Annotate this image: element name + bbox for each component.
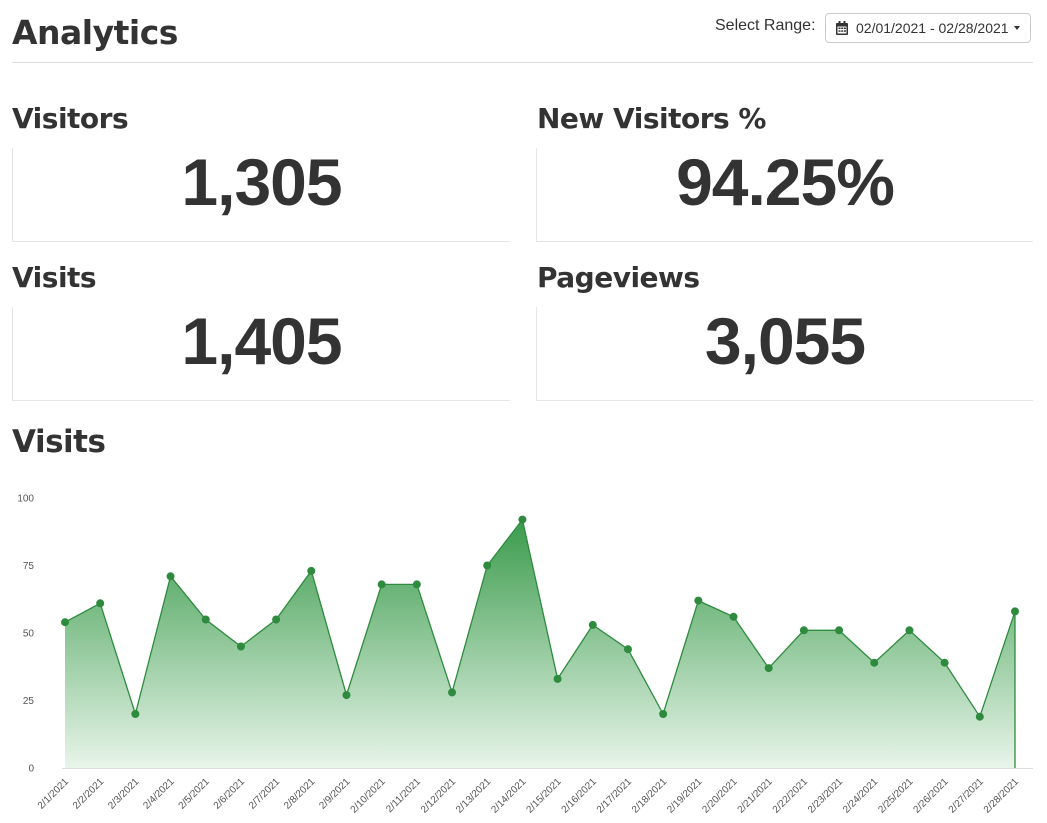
x-tick-label: 2/19/2021 (665, 776, 705, 816)
date-range-picker-button[interactable]: 02/01/2021 - 02/28/2021 (825, 13, 1031, 43)
data-point[interactable] (975, 712, 984, 721)
data-point[interactable] (61, 618, 69, 627)
x-tick-label: 2/15/2021 (524, 776, 564, 816)
plot-area (61, 515, 1033, 769)
x-tick-label: 2/16/2021 (560, 776, 600, 816)
data-point[interactable] (342, 691, 351, 700)
data-point[interactable] (870, 658, 879, 667)
x-tick-label: 2/20/2021 (700, 776, 740, 816)
x-tick-label: 2/1/2021 (36, 776, 72, 812)
pageviews-value: 3,055 (704, 304, 866, 378)
data-point[interactable] (659, 710, 668, 718)
select-range-label: Select Range: (715, 17, 816, 34)
x-tick-label: 2/10/2021 (349, 776, 389, 816)
x-tick-label: 2/8/2021 (282, 776, 318, 812)
new-visitors-card: 94.25% (536, 145, 1033, 242)
x-tick-label: 2/6/2021 (212, 776, 248, 812)
visits-area-chart: 0 25 50 75 100 2/1/2021 2/2/2021 2/3/2021 2/4/2… (17, 494, 1033, 816)
data-point[interactable] (694, 596, 703, 605)
x-tick-label: 2/9/2021 (317, 776, 353, 812)
x-tick-label: 2/13/2021 (454, 776, 494, 816)
data-point[interactable] (201, 615, 210, 624)
data-point[interactable] (940, 658, 949, 667)
data-point[interactable] (131, 710, 140, 718)
visitors-card: 1,305 (12, 145, 510, 242)
x-tick-label: 2/7/2021 (247, 776, 283, 812)
pageviews-card: 3,055 (536, 304, 1033, 401)
data-point[interactable] (1011, 607, 1019, 616)
data-point[interactable] (307, 566, 316, 575)
data-point[interactable] (905, 626, 914, 635)
y-tick-label: 50 (23, 629, 35, 640)
new-visitors-value: 94.25% (676, 145, 895, 219)
data-point[interactable] (236, 642, 245, 651)
x-tick-label: 2/26/2021 (912, 776, 952, 816)
data-point[interactable] (518, 515, 527, 524)
date-range-value: 02/01/2021 - 02/28/2021 (856, 20, 1009, 36)
x-tick-label: 2/17/2021 (595, 776, 635, 816)
data-point[interactable] (96, 599, 105, 608)
calendar-icon (836, 21, 848, 35)
visitors-label: Visitors (12, 102, 129, 135)
x-tick-label: 2/2/2021 (71, 776, 107, 812)
y-axis: 0 25 50 75 100 (17, 494, 34, 775)
data-point[interactable] (729, 612, 738, 621)
x-tick-label: 2/14/2021 (489, 776, 529, 816)
data-point[interactable] (483, 561, 492, 570)
caret-down-icon (1013, 26, 1020, 30)
visits-card: 1,405 (12, 304, 510, 401)
x-tick-label: 2/5/2021 (177, 776, 213, 812)
x-tick-label: 2/3/2021 (106, 776, 142, 812)
x-tick-label: 2/28/2021 (982, 776, 1022, 816)
chart-title: Visits (12, 424, 106, 460)
x-tick-label: 2/24/2021 (841, 776, 881, 816)
data-point[interactable] (412, 580, 421, 589)
x-tick-label: 2/22/2021 (771, 776, 811, 816)
data-point[interactable] (588, 620, 597, 629)
data-point[interactable] (377, 580, 386, 589)
y-tick-label: 25 (23, 696, 35, 707)
y-tick-label: 0 (28, 764, 34, 775)
data-point[interactable] (272, 615, 281, 624)
data-point[interactable] (448, 688, 457, 697)
data-point[interactable] (166, 572, 175, 581)
x-tick-label: 2/27/2021 (947, 776, 987, 816)
data-point[interactable] (835, 626, 844, 635)
page-title: Analytics (12, 13, 178, 52)
area-fill (65, 519, 1015, 768)
y-tick-label: 75 (23, 561, 35, 572)
new-visitors-label: New Visitors % (537, 102, 766, 135)
x-tick-label: 2/11/2021 (384, 776, 423, 815)
x-tick-label: 2/18/2021 (630, 776, 670, 816)
x-axis: 2/1/2021 2/2/2021 2/3/2021 2/4/2021 2/5/2021… (36, 776, 1022, 816)
visits-value: 1,405 (181, 304, 342, 378)
x-tick-label: 2/25/2021 (876, 776, 916, 816)
data-point[interactable] (623, 645, 632, 654)
data-point[interactable] (553, 674, 562, 683)
data-point[interactable] (764, 664, 773, 673)
visits-label: Visits (12, 261, 97, 294)
visitors-value: 1,305 (181, 145, 342, 219)
x-tick-label: 2/12/2021 (419, 776, 459, 816)
x-tick-label: 2/21/2021 (736, 776, 776, 816)
pageviews-label: Pageviews (537, 261, 700, 294)
header-divider (12, 62, 1033, 63)
y-tick-label: 100 (17, 494, 34, 505)
data-point[interactable] (799, 626, 808, 635)
x-tick-label: 2/4/2021 (141, 776, 177, 812)
x-tick-label: 2/23/2021 (806, 776, 846, 816)
